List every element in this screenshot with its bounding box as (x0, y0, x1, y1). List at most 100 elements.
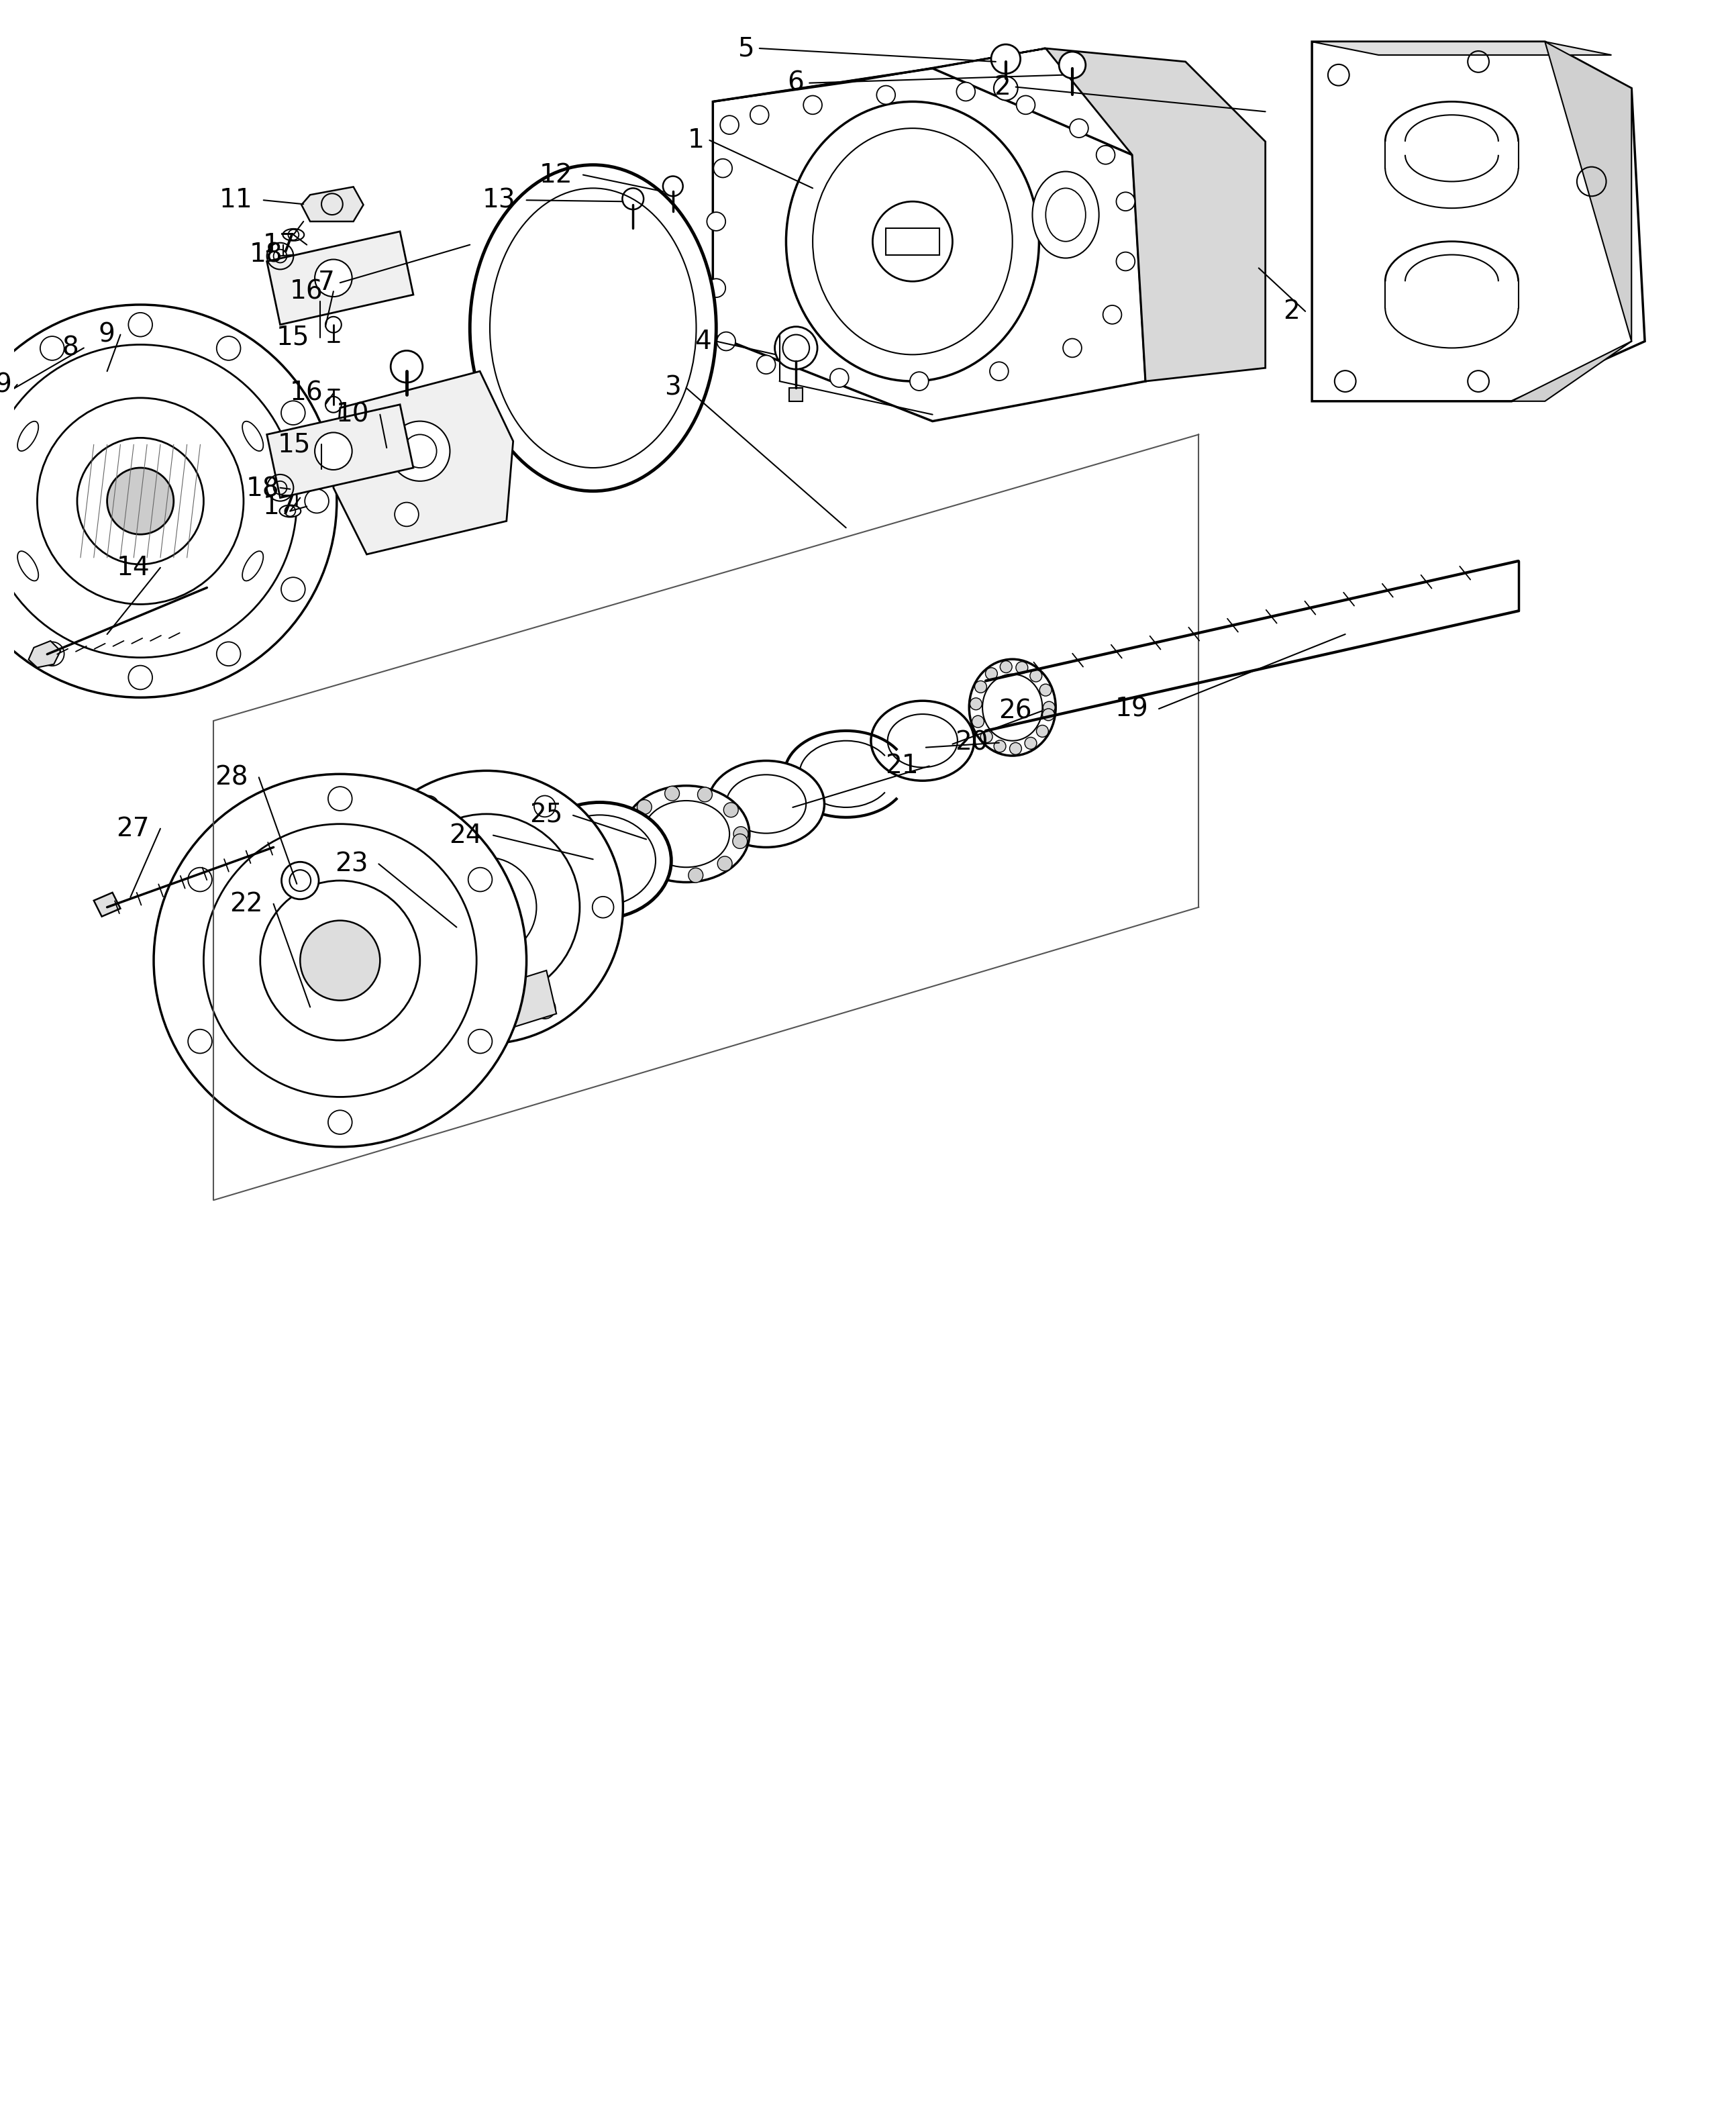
Circle shape (1069, 120, 1088, 137)
Circle shape (707, 212, 726, 231)
Ellipse shape (243, 420, 264, 452)
Circle shape (1062, 338, 1082, 357)
Text: 20: 20 (955, 729, 988, 755)
Text: 26: 26 (998, 698, 1031, 723)
Polygon shape (1045, 48, 1266, 380)
Ellipse shape (786, 101, 1040, 380)
Circle shape (36, 397, 243, 603)
Circle shape (1059, 53, 1085, 78)
Text: 13: 13 (483, 187, 516, 212)
Circle shape (707, 280, 726, 296)
Circle shape (1043, 708, 1054, 721)
Text: 17: 17 (262, 494, 297, 519)
Ellipse shape (887, 715, 958, 767)
Circle shape (403, 435, 437, 469)
Ellipse shape (243, 551, 264, 580)
Circle shape (733, 834, 746, 849)
Circle shape (632, 847, 646, 862)
Circle shape (1043, 702, 1055, 713)
Text: 16: 16 (290, 380, 323, 406)
Circle shape (108, 469, 174, 534)
Circle shape (637, 799, 651, 813)
Ellipse shape (17, 420, 38, 452)
Ellipse shape (17, 551, 38, 580)
Ellipse shape (969, 660, 1055, 757)
Text: 27: 27 (116, 816, 149, 841)
Circle shape (991, 44, 1021, 74)
Polygon shape (713, 69, 1146, 420)
Text: 18: 18 (250, 242, 283, 267)
Ellipse shape (279, 504, 300, 517)
Polygon shape (333, 372, 514, 555)
Circle shape (0, 305, 337, 698)
Circle shape (394, 813, 580, 1001)
Text: 2: 2 (993, 74, 1010, 99)
Text: 15: 15 (276, 324, 309, 351)
Text: 1: 1 (687, 128, 705, 153)
Polygon shape (94, 893, 120, 916)
Circle shape (0, 345, 297, 658)
Circle shape (974, 681, 986, 694)
Circle shape (698, 788, 712, 801)
Ellipse shape (726, 776, 806, 832)
Polygon shape (267, 404, 413, 498)
Polygon shape (885, 229, 939, 254)
Text: 14: 14 (116, 555, 149, 580)
Circle shape (437, 858, 536, 956)
Text: 10: 10 (337, 401, 370, 427)
Circle shape (351, 771, 623, 1045)
Ellipse shape (1045, 189, 1085, 242)
Text: 8: 8 (62, 334, 78, 362)
Ellipse shape (983, 675, 1042, 740)
Polygon shape (267, 231, 413, 324)
Circle shape (1036, 725, 1049, 738)
Circle shape (724, 803, 738, 818)
Circle shape (128, 666, 153, 689)
Circle shape (281, 401, 306, 425)
Circle shape (1016, 662, 1028, 673)
Circle shape (757, 355, 776, 374)
Ellipse shape (812, 128, 1012, 355)
Text: 19: 19 (1115, 696, 1147, 721)
Circle shape (314, 259, 352, 296)
Circle shape (713, 160, 733, 177)
Ellipse shape (470, 164, 717, 492)
Text: 18: 18 (247, 477, 279, 502)
Polygon shape (1512, 42, 1632, 401)
Circle shape (306, 490, 328, 513)
Text: 2: 2 (1283, 298, 1300, 324)
Text: 6: 6 (788, 69, 804, 97)
Circle shape (290, 870, 311, 891)
Text: 11: 11 (219, 187, 253, 212)
Circle shape (910, 372, 929, 391)
Circle shape (993, 76, 1017, 101)
Circle shape (281, 862, 319, 900)
Circle shape (830, 368, 849, 387)
Polygon shape (713, 48, 1045, 101)
Circle shape (720, 116, 740, 135)
Circle shape (155, 774, 526, 1148)
Text: 24: 24 (450, 822, 483, 847)
Circle shape (877, 86, 896, 105)
Polygon shape (28, 641, 61, 668)
Circle shape (391, 420, 450, 481)
Circle shape (625, 824, 639, 837)
Circle shape (391, 351, 422, 383)
Polygon shape (790, 389, 802, 401)
Polygon shape (1312, 42, 1644, 401)
Text: 16: 16 (290, 280, 323, 305)
Ellipse shape (490, 189, 696, 469)
Circle shape (783, 334, 809, 362)
Circle shape (990, 362, 1009, 380)
Circle shape (1029, 671, 1042, 681)
Text: 9: 9 (0, 372, 12, 397)
Circle shape (689, 868, 703, 883)
Circle shape (314, 433, 352, 469)
Text: 22: 22 (229, 891, 262, 916)
Circle shape (40, 641, 64, 666)
Circle shape (203, 824, 477, 1097)
Circle shape (981, 731, 993, 742)
Polygon shape (1312, 42, 1611, 55)
Circle shape (970, 698, 983, 710)
Circle shape (1102, 305, 1121, 324)
